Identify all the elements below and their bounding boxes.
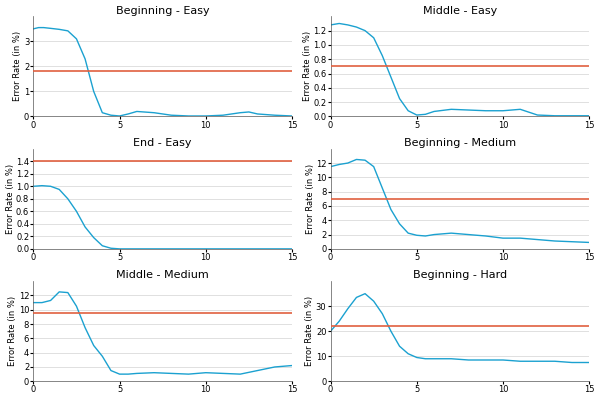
Title: End - Easy: End - Easy: [133, 138, 192, 148]
Title: Beginning - Easy: Beginning - Easy: [116, 6, 209, 16]
Title: Middle - Easy: Middle - Easy: [423, 6, 497, 16]
Y-axis label: Error Rate (in %): Error Rate (in %): [8, 296, 17, 366]
Y-axis label: Error Rate (in %): Error Rate (in %): [305, 164, 314, 234]
Title: Beginning - Hard: Beginning - Hard: [413, 270, 507, 280]
Y-axis label: Error Rate (in %): Error Rate (in %): [13, 31, 22, 102]
Title: Beginning - Medium: Beginning - Medium: [404, 138, 516, 148]
Y-axis label: Error Rate (in %): Error Rate (in %): [305, 296, 314, 366]
Y-axis label: Error Rate (in %): Error Rate (in %): [303, 31, 312, 102]
Title: Middle - Medium: Middle - Medium: [116, 270, 209, 280]
Y-axis label: Error Rate (in %): Error Rate (in %): [5, 164, 14, 234]
